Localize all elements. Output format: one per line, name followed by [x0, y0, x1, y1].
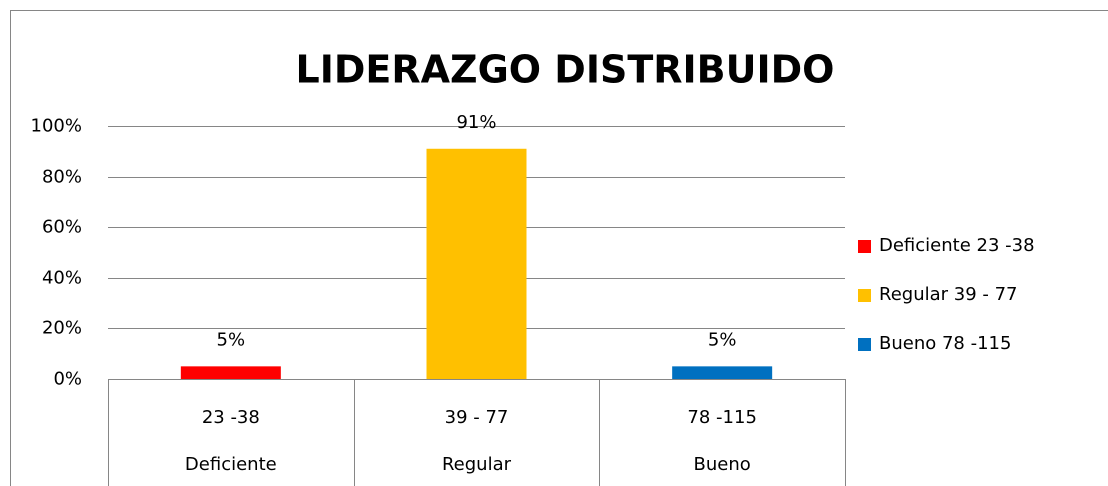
legend-swatch	[858, 240, 871, 253]
y-tick-label: 40%	[42, 268, 82, 289]
x-tick-label: 78 -115	[687, 407, 756, 428]
legend-label: Bueno 78 -115	[879, 333, 1011, 354]
data-label: 5%	[708, 329, 737, 350]
x-group-label: Bueno	[694, 454, 751, 475]
y-tick-label: 60%	[42, 217, 82, 238]
legend-label: Regular 39 - 77	[879, 284, 1018, 305]
x-group-label: Deficiente	[185, 454, 277, 475]
y-tick-label: 80%	[42, 167, 82, 188]
y-tick-label: 100%	[31, 116, 82, 137]
x-tick-label: 23 -38	[202, 407, 260, 428]
x-group-label: Regular	[442, 454, 512, 475]
bar	[180, 366, 281, 379]
data-label: 91%	[456, 112, 496, 133]
bar	[672, 366, 773, 379]
chart-title: LIDERAZGO DISTRIBUIDO	[296, 48, 835, 92]
legend-swatch	[858, 289, 871, 302]
y-tick-label: 0%	[53, 369, 82, 390]
legend-swatch	[858, 338, 871, 351]
chart-border	[10, 10, 1108, 486]
bar	[426, 148, 527, 379]
legend-label: Deficiente 23 -38	[879, 235, 1035, 256]
x-tick-label: 39 - 77	[445, 407, 509, 428]
y-tick-label: 20%	[42, 318, 82, 339]
data-label: 5%	[217, 329, 246, 350]
